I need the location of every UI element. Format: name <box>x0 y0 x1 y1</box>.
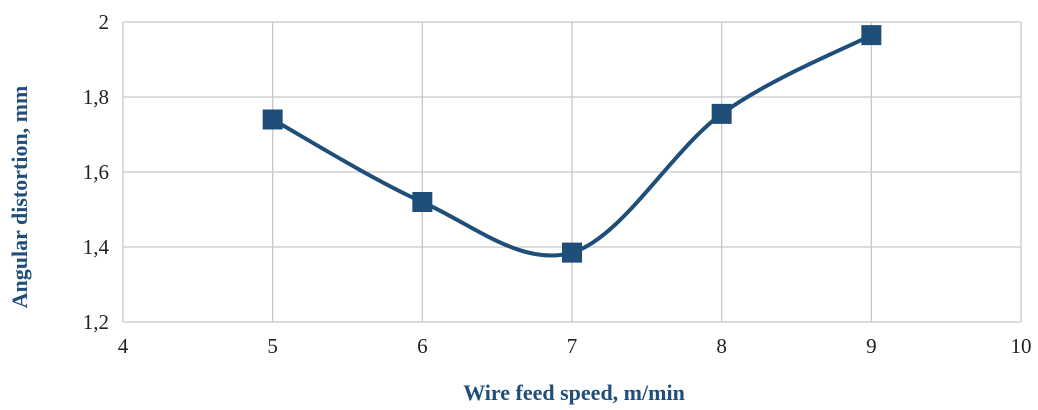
x-tick-label: 6 <box>417 334 428 358</box>
y-tick-labels: 1,2 1,4 1,6 1,8 2 <box>83 10 110 334</box>
data-point-marker <box>562 242 582 263</box>
series-layer <box>262 25 882 263</box>
data-point-marker <box>861 25 882 46</box>
data-point-marker <box>262 109 283 130</box>
x-tick-label: 9 <box>866 334 877 358</box>
y-tick-label: 1,2 <box>83 310 109 334</box>
x-tick-labels: 4 5 6 7 8 9 10 <box>118 334 1032 358</box>
y-tick-label: 1,4 <box>83 235 110 259</box>
y-axis-title: Angular distortion, mm <box>7 86 32 309</box>
y-tick-label: 1,8 <box>83 85 109 109</box>
x-tick-label: 7 <box>567 334 578 358</box>
x-tick-label: 5 <box>267 334 278 358</box>
data-point-marker <box>711 103 732 124</box>
y-tick-label: 1,6 <box>83 160 109 184</box>
x-tick-label: 10 <box>1011 334 1032 358</box>
x-axis-title: Wire feed speed, m/min <box>463 380 685 405</box>
data-point-marker <box>412 192 433 212</box>
y-tick-label: 2 <box>99 10 110 34</box>
x-tick-label: 4 <box>118 334 129 358</box>
x-tick-label: 8 <box>716 334 727 358</box>
